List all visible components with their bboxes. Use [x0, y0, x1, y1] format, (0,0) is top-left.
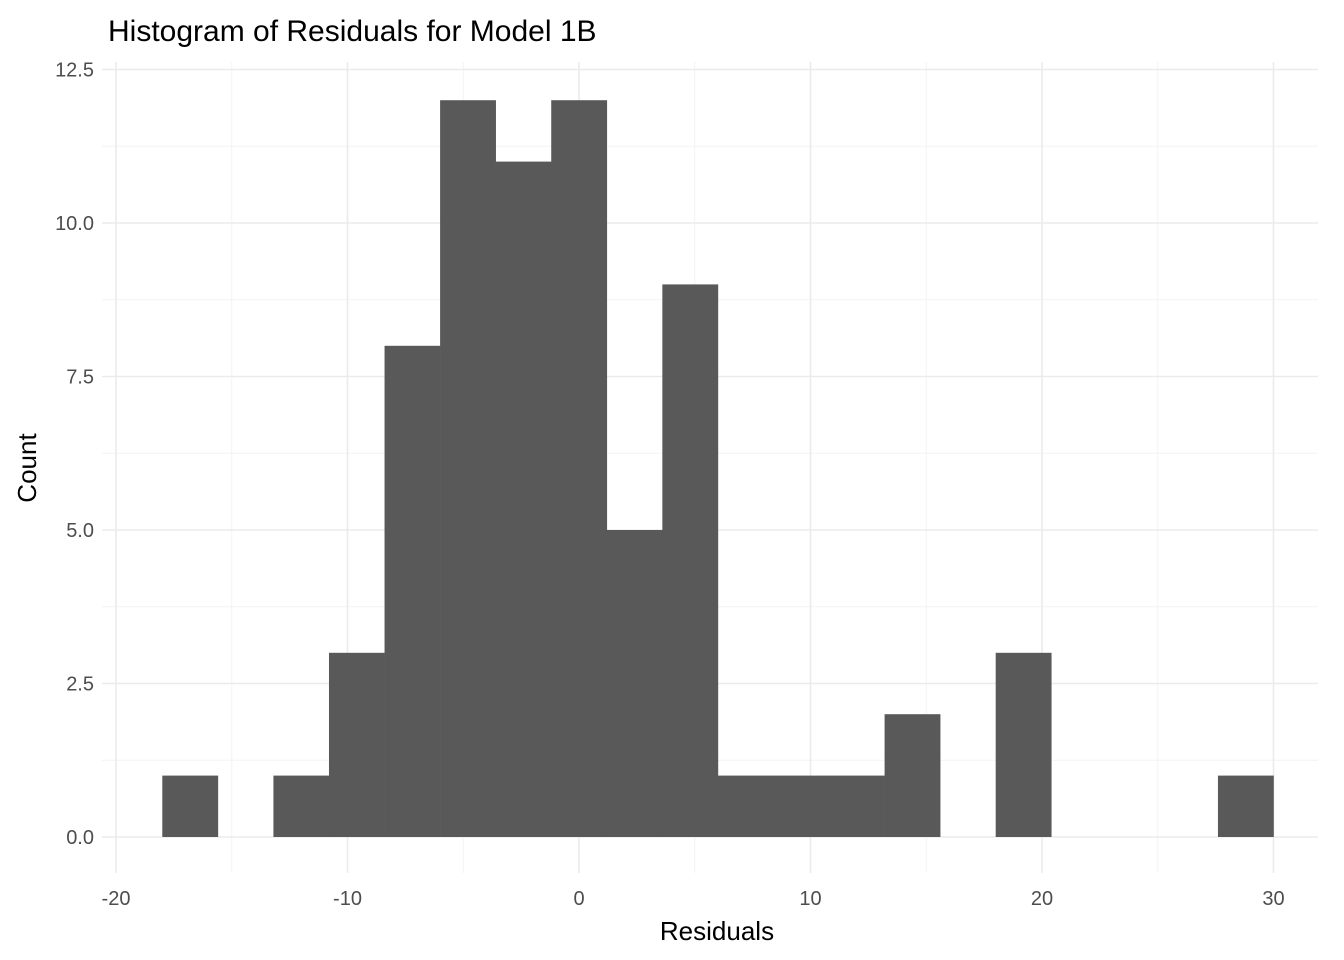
y-tick-label: 7.5 — [66, 367, 94, 389]
histogram-bar — [662, 284, 719, 837]
x-tick-label: 30 — [1262, 888, 1284, 910]
histogram-bar — [495, 161, 552, 838]
y-tick-label: 0.0 — [66, 827, 94, 849]
histogram-bar — [884, 714, 941, 837]
histogram-bar — [273, 775, 330, 837]
histogram-bar — [606, 530, 663, 837]
y-tick-label: 5.0 — [66, 520, 94, 542]
histogram-bar — [995, 652, 1052, 837]
chart-title: Histogram of Residuals for Model 1B — [108, 15, 597, 48]
histogram-bar — [717, 775, 774, 837]
x-tick-label: 20 — [1031, 888, 1053, 910]
histogram-bar — [384, 345, 441, 837]
histogram-bar — [1217, 775, 1274, 837]
y-tick-label: 10.0 — [55, 213, 94, 235]
x-tick-label: -10 — [333, 888, 362, 910]
y-tick-label: 12.5 — [55, 60, 94, 82]
x-tick-label: -20 — [102, 888, 131, 910]
y-axis-title: Count — [12, 433, 42, 503]
histogram-bar — [162, 775, 219, 837]
x-axis-title: Residuals — [660, 916, 774, 946]
x-tick-label: 0 — [573, 888, 584, 910]
histogram-bar — [773, 775, 830, 837]
x-tick-label: 10 — [799, 888, 821, 910]
bars — [162, 100, 1274, 838]
histogram-bar — [829, 775, 885, 837]
histogram-bar — [440, 100, 496, 837]
tick-labels: -20 -10 0 10 20 30 0.0 2.5 5.0 7.5 10.0 12.5 — [55, 60, 1285, 911]
histogram-bar — [328, 652, 385, 837]
histogram-bar — [551, 100, 608, 837]
y-tick-label: 2.5 — [66, 674, 94, 696]
